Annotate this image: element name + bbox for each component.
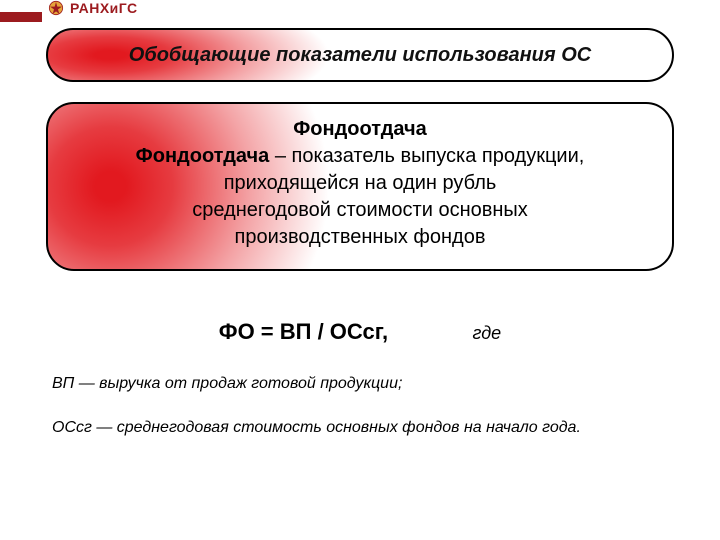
formula-row: ФО = ВП / ОСсг, где [0, 319, 720, 345]
definition-vp: ВП — выручка от продаж готовой продукции… [52, 373, 668, 395]
formula-expression: ФО = ВП / ОСсг, [219, 319, 388, 344]
panel-line3: среднегодовой стоимости основных [192, 199, 528, 221]
definition-ossg: ОСсг — среднегодовая стоимость основных … [52, 417, 668, 439]
panel-line4: производственных фондов [235, 226, 486, 248]
panel-line1-rest: – показатель выпуска продукции, [269, 145, 584, 167]
header: РАНХиГС [0, 0, 720, 24]
title-panel: Обобщающие показатели использования ОС [46, 28, 674, 82]
definitions: ВП — выручка от продаж готовой продукции… [52, 373, 668, 438]
page-title: Обобщающие показатели использования ОС [129, 44, 591, 67]
term-bold: Фондоотдача [136, 145, 270, 167]
panel-heading: Фондоотдача [66, 118, 654, 141]
brand-stripe [0, 12, 42, 22]
panel-line2: приходящейся на один рубль [224, 172, 497, 194]
brand-logo: РАНХиГС [48, 0, 138, 16]
definition-panel: Фондоотдача Фондоотдача – показатель вып… [46, 102, 674, 271]
formula-where: где [473, 323, 502, 343]
panel-body: Фондоотдача – показатель выпуска продукц… [66, 143, 654, 251]
emblem-icon [48, 0, 64, 16]
brand-name: РАНХиГС [70, 0, 138, 16]
